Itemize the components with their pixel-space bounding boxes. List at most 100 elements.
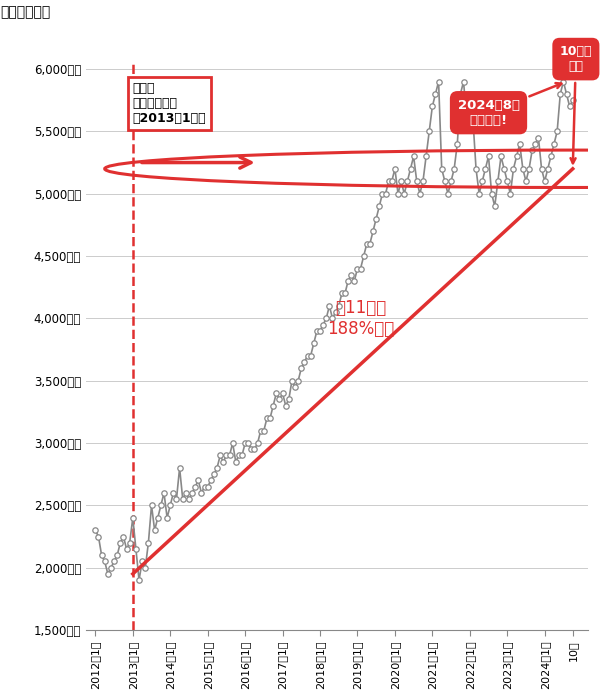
Point [112,550,122,561]
Point [524,164,534,175]
Point [452,139,462,150]
Point [197,487,206,498]
Point [481,164,490,175]
Point [315,325,325,336]
Point [568,95,578,106]
Point [319,319,328,330]
Point [475,188,484,199]
Point [562,88,571,100]
Point [365,238,375,249]
Point [533,132,543,143]
Point [237,450,247,461]
Point [346,269,356,280]
Point [103,569,113,580]
Point [543,164,553,175]
Point [553,126,562,137]
Point [140,562,150,574]
Point [449,164,459,175]
Point [256,425,266,436]
Point [509,164,518,175]
Point [309,338,319,349]
Point [97,550,106,561]
Point [356,263,365,274]
Point [181,487,191,498]
Point [502,175,512,187]
Point [128,512,137,523]
Point [418,175,428,187]
Point [455,88,465,100]
Point [303,350,313,361]
Point [234,450,244,461]
Point [125,537,134,548]
Point [215,450,225,461]
Point [515,139,524,150]
Point [530,139,540,150]
Point [325,301,334,312]
Point [521,175,531,187]
Point [147,500,157,511]
Point [343,276,353,287]
Point [371,213,381,224]
Point [268,400,278,411]
Point [406,164,415,175]
Point [178,493,188,505]
Point [549,139,559,150]
Point [131,544,141,555]
Point [421,151,431,162]
Point [496,151,506,162]
Point [150,525,160,536]
Point [437,164,446,175]
Point [540,175,550,187]
Point [209,468,219,480]
Point [490,200,500,212]
Point [443,188,453,199]
Point [116,537,125,548]
Point [328,313,337,324]
Point [340,288,350,299]
Text: 2024年8月
高値更新!: 2024年8月 高値更新! [458,83,562,127]
Point [296,363,306,374]
Point [306,350,316,361]
Point [506,188,515,199]
Point [537,164,547,175]
Point [350,276,359,287]
Point [293,375,303,386]
Point [244,438,253,449]
Point [440,175,449,187]
Point [312,325,322,336]
Point [393,188,403,199]
Point [487,188,496,199]
Point [100,556,110,567]
Point [287,375,297,386]
Point [169,487,178,498]
Text: 日銀の
金融緩和発表
（2013年1月）: 日銀の 金融緩和発表 （2013年1月） [133,81,206,125]
Point [187,487,197,498]
Point [412,175,422,187]
Point [272,388,281,399]
Point [322,313,331,324]
Point [400,188,409,199]
Point [159,487,169,498]
Point [166,500,175,511]
Point [190,481,200,492]
Point [462,113,472,125]
Point [362,238,371,249]
Point [109,556,119,567]
Point [459,76,469,87]
Point [431,88,440,100]
Point [228,438,238,449]
Point [403,175,412,187]
Point [434,76,443,87]
Point [527,145,537,156]
Point [225,450,235,461]
Point [377,188,387,199]
Point [143,537,153,548]
Point [163,512,172,523]
Point [359,251,368,262]
Point [172,493,181,505]
Point [231,456,241,467]
Point [478,175,487,187]
Point [465,101,475,112]
Point [259,425,269,436]
Point [250,443,259,454]
